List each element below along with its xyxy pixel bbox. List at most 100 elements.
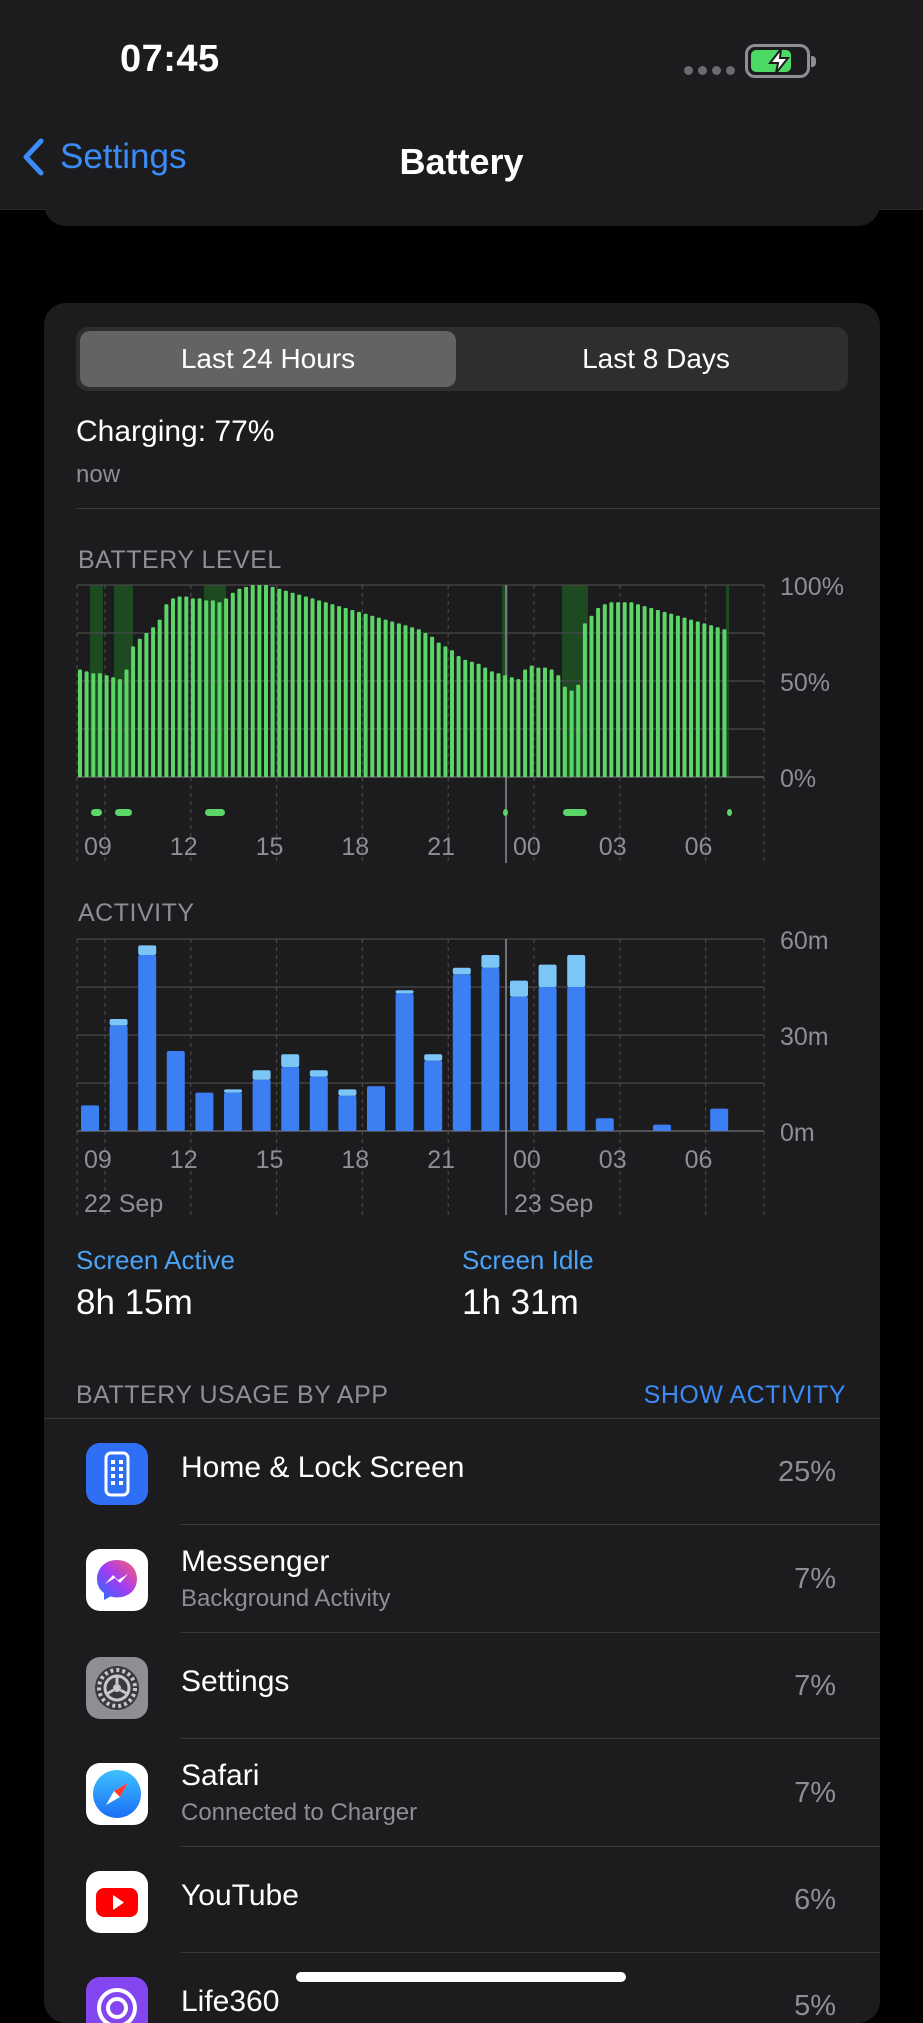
screen-active-bar (595, 1118, 614, 1131)
battery-bar (131, 646, 136, 777)
back-button[interactable]: Settings (22, 137, 186, 177)
home-indicator[interactable] (296, 1972, 626, 1982)
screen-active-bar (452, 974, 471, 1131)
app-row-life360[interactable]: Life360 5% (44, 1953, 880, 2023)
battery-bar (410, 627, 415, 777)
battery-bar (177, 596, 182, 777)
youtube-icon (86, 1871, 148, 1933)
battery-bar (675, 615, 680, 777)
app-row-home-lock-screen[interactable]: Home & Lock Screen 25% (44, 1419, 880, 1525)
screen-active-bar (424, 1060, 443, 1131)
screen-idle-bar (309, 1070, 328, 1077)
battery-card: Last 24 Hours Last 8 Days Charging: 77% … (44, 303, 880, 2023)
battery-bar (562, 686, 567, 777)
app-subtitle: Connected to Charger (181, 1799, 418, 1826)
y-tick-label: 30m (780, 1023, 829, 1051)
battery-bar (224, 598, 229, 777)
battery-bar (629, 602, 634, 777)
gear-icon (86, 1657, 148, 1719)
app-percentage: 5% (794, 1990, 836, 2022)
app-row-youtube[interactable]: YouTube 6% (44, 1847, 880, 1953)
activity-label: ACTIVITY (78, 899, 195, 927)
battery-bar (250, 585, 255, 777)
battery-bar (264, 585, 268, 777)
battery-bar (197, 598, 202, 777)
screen-active-bar (309, 1076, 328, 1131)
battery-bar (337, 606, 342, 777)
screen-active-bar (367, 1086, 385, 1131)
battery-bar (483, 667, 488, 777)
screen-active-bar (395, 993, 414, 1131)
app-row-safari[interactable]: Safari Connected to Charger 7% (44, 1739, 880, 1847)
battery-bar (310, 598, 315, 777)
battery-bar (682, 617, 687, 777)
charging-indicator (727, 809, 732, 816)
battery-bar (709, 625, 714, 777)
screen-idle-bar (481, 955, 500, 968)
battery-bar (104, 675, 109, 777)
status-bar: 07:45 (0, 0, 923, 105)
compass-icon (86, 1763, 148, 1825)
battery-bar (330, 604, 335, 777)
status-time: 07:45 (120, 38, 220, 80)
battery-bar (695, 621, 700, 777)
battery-bar (636, 604, 640, 777)
previous-card-edge (44, 200, 880, 226)
app-name: Life360 (181, 1985, 280, 2018)
battery-bar (317, 600, 322, 777)
app-row-messenger[interactable]: Messenger Background Activity 7% (44, 1525, 880, 1633)
battery-bar (715, 627, 720, 777)
battery-bar (124, 669, 129, 777)
battery-bar (257, 585, 262, 777)
battery-charging-icon (745, 44, 816, 78)
battery-bar (376, 617, 381, 777)
screen-active-bar (224, 1092, 242, 1131)
battery-bar (244, 586, 249, 777)
battery-bar (436, 642, 441, 777)
battery-bar (390, 621, 395, 777)
screen-active-bar (567, 987, 586, 1131)
app-subtitle: Background Activity (181, 1585, 391, 1612)
app-row-settings[interactable]: Settings 7% (44, 1633, 880, 1739)
battery-bar (78, 669, 82, 777)
x-tick-label: 00 (513, 1146, 541, 1174)
app-name: Safari (181, 1759, 260, 1792)
charging-indicator (115, 809, 132, 816)
row-divider (181, 1632, 880, 1633)
battery-bar (529, 665, 534, 777)
segment-last-8-days[interactable]: Last 8 Days (582, 343, 730, 374)
battery-bar (370, 615, 375, 777)
battery-bar (649, 608, 654, 777)
x-tick-label: 21 (427, 1146, 455, 1174)
battery-bar (151, 627, 156, 777)
back-label: Settings (60, 137, 187, 176)
screen-idle-bar (281, 1054, 300, 1067)
battery-bar (303, 596, 308, 777)
battery-bar (556, 675, 561, 777)
battery-bar (655, 610, 660, 777)
screen-active-bar (538, 987, 557, 1131)
battery-bar (430, 636, 435, 777)
chevron-left-icon (23, 138, 44, 176)
x-tick-label: 00 (513, 833, 541, 861)
charging-indicator (503, 809, 508, 816)
screen-idle-bar (395, 990, 414, 994)
battery-bar (97, 673, 102, 777)
battery-bar (363, 613, 368, 777)
app-percentage: 6% (794, 1884, 836, 1916)
x-tick-label: 12 (170, 1146, 198, 1174)
battery-bar (516, 679, 521, 777)
battery-bar (91, 673, 96, 777)
battery-bar (662, 611, 667, 777)
x-tick-label: 15 (256, 833, 284, 861)
signal-dots-icon (684, 66, 735, 75)
app-percentage: 7% (794, 1563, 836, 1595)
page-title: Battery (399, 141, 524, 182)
y-tick-label: 50% (780, 669, 830, 697)
show-activity-button[interactable]: SHOW ACTIVITY (643, 1381, 846, 1409)
app-percentage: 7% (794, 1777, 836, 1809)
life360-icon (86, 1977, 148, 2023)
segment-last-24-hours[interactable]: Last 24 Hours (80, 331, 456, 387)
battery-bar (476, 663, 481, 777)
battery-bar (702, 623, 707, 777)
